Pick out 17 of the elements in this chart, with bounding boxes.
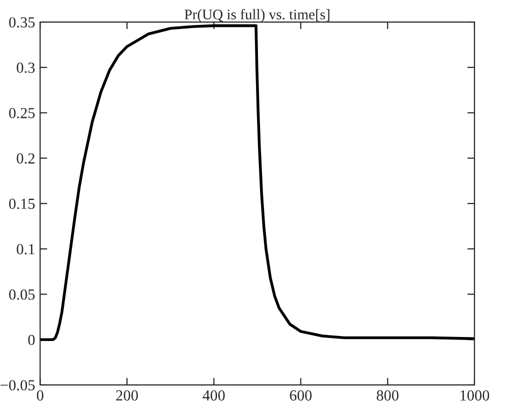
x-tick-label: 400 (202, 390, 225, 401)
y-tick-label: 0.2 (16, 153, 34, 164)
x-tick-label: 800 (376, 390, 398, 401)
x-tick-label: 1000 (460, 390, 490, 401)
y-tick-label: 0.1 (16, 244, 34, 254)
x-tick-label: 600 (290, 390, 312, 401)
y-tick-label: 0.35 (9, 17, 35, 28)
y-tick-label: 0.3 (16, 62, 35, 73)
y-tick-label: 0.25 (9, 108, 35, 118)
x-tick-label: 200 (116, 390, 138, 401)
y-tick-label: 0 (28, 334, 35, 346)
line-series (40, 24, 474, 341)
x-tick-label: 0 (36, 390, 44, 401)
chart-title: Pr(UQ is full) vs. time[s] (184, 9, 330, 22)
y-tick-label: 0.15 (9, 198, 35, 210)
y-tick-label: −0.05 (0, 380, 35, 390)
y-tick-label: 0.05 (9, 289, 35, 300)
